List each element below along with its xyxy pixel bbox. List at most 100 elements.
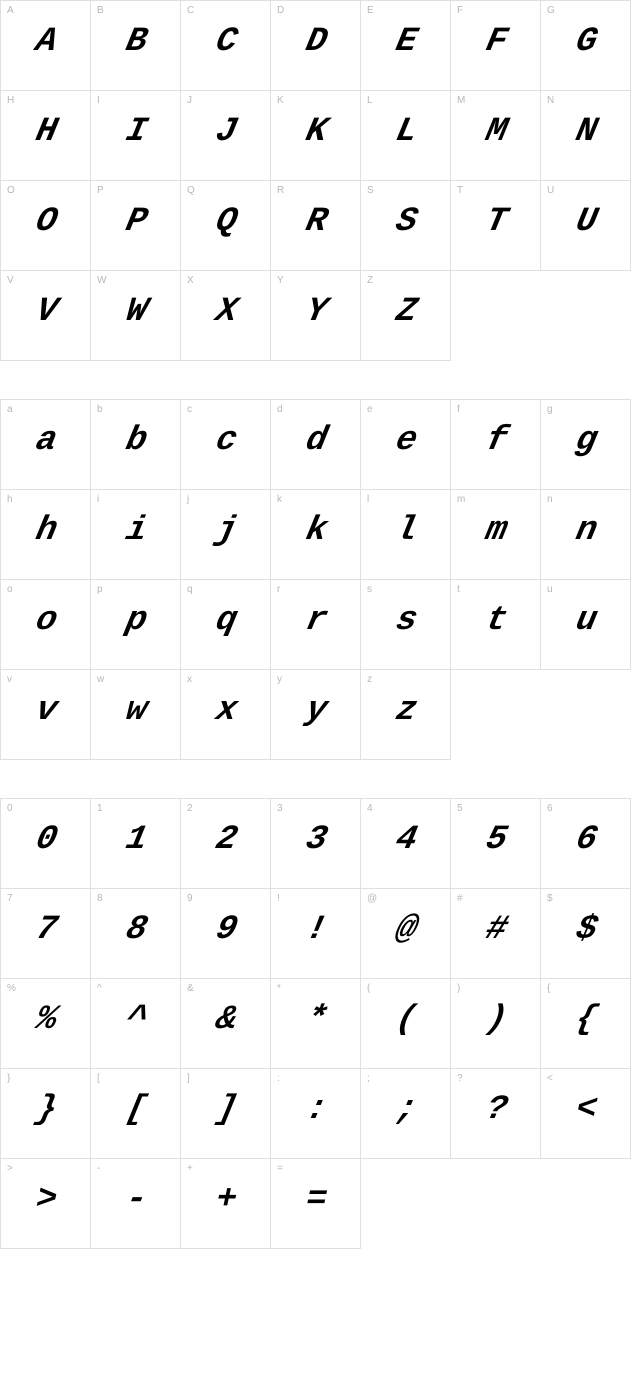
glyph-cell: TT — [451, 181, 541, 271]
glyph-key-label: : — [277, 1073, 280, 1084]
glyph-cell: uu — [541, 580, 631, 670]
glyph-grid: aabbccddeeffgghhiijjkkllmmnnooppqqrrsstt… — [0, 399, 631, 760]
glyph-grid: 00112233445566778899!!@@##$$%%^^&&**(())… — [0, 798, 631, 1249]
glyph-key-label: e — [367, 404, 373, 415]
glyph-specimen: G — [572, 23, 599, 61]
glyph-cell: xx — [181, 670, 271, 760]
glyph-key-label: p — [97, 584, 103, 595]
glyph-key-label: A — [7, 5, 14, 16]
glyph-key-label: J — [187, 95, 192, 106]
glyph-cell: 00 — [1, 799, 91, 889]
glyph-specimen: x — [212, 692, 239, 730]
glyph-specimen: % — [32, 1001, 59, 1039]
glyph-key-label: I — [97, 95, 100, 106]
glyph-specimen: 8 — [122, 911, 149, 949]
glyph-key-label: ^ — [97, 983, 102, 994]
glyph-specimen: & — [212, 1001, 239, 1039]
glyph-key-label: F — [457, 5, 463, 16]
chart-section-numbers-symbols: 00112233445566778899!!@@##$$%%^^&&**(())… — [0, 798, 640, 1249]
glyph-specimen: + — [212, 1181, 239, 1219]
glyph-key-label: ! — [277, 893, 280, 904]
glyph-specimen: e — [392, 422, 419, 460]
glyph-key-label: 0 — [7, 803, 13, 814]
glyph-specimen: V — [32, 293, 59, 331]
glyph-cell: YY — [271, 271, 361, 361]
glyph-specimen: Z — [392, 293, 419, 331]
glyph-cell: 11 — [91, 799, 181, 889]
glyph-cell: && — [181, 979, 271, 1069]
glyph-specimen: 5 — [482, 821, 509, 859]
glyph-key-label: < — [547, 1073, 553, 1084]
glyph-specimen: l — [392, 512, 419, 550]
glyph-specimen: Q — [212, 203, 239, 241]
glyph-specimen: m — [482, 512, 509, 550]
glyph-key-label: } — [7, 1073, 10, 1084]
glyph-cell: ^^ — [91, 979, 181, 1069]
glyph-cell: AA — [1, 1, 91, 91]
glyph-key-label: B — [97, 5, 104, 16]
glyph-key-label: w — [97, 674, 104, 685]
glyph-specimen: Y — [302, 293, 329, 331]
glyph-specimen: $ — [572, 911, 599, 949]
glyph-cell: << — [541, 1069, 631, 1159]
glyph-cell: 77 — [1, 889, 91, 979]
glyph-specimen: * — [302, 1001, 329, 1039]
glyph-cell: jj — [181, 490, 271, 580]
glyph-specimen: g — [572, 422, 599, 460]
glyph-key-label: 9 — [187, 893, 193, 904]
glyph-cell: EE — [361, 1, 451, 91]
glyph-cell: )) — [451, 979, 541, 1069]
glyph-cell: 66 — [541, 799, 631, 889]
glyph-cell: 33 — [271, 799, 361, 889]
glyph-key-label: 2 — [187, 803, 193, 814]
glyph-specimen: v — [32, 692, 59, 730]
glyph-cell: PP — [91, 181, 181, 271]
glyph-cell: VV — [1, 271, 91, 361]
glyph-key-label: P — [97, 185, 104, 196]
glyph-cell: !! — [271, 889, 361, 979]
glyph-cell: HH — [1, 91, 91, 181]
glyph-cell: >> — [1, 1159, 91, 1249]
glyph-specimen: w — [122, 692, 149, 730]
glyph-key-label: q — [187, 584, 193, 595]
glyph-key-label: R — [277, 185, 284, 196]
glyph-specimen: u — [572, 602, 599, 640]
glyph-specimen: ? — [482, 1091, 509, 1129]
glyph-cell: ff — [451, 400, 541, 490]
glyph-key-label: - — [97, 1163, 100, 1174]
glyph-cell: rr — [271, 580, 361, 670]
glyph-specimen: O — [32, 203, 59, 241]
glyph-grid: AABBCCDDEEFFGGHHIIJJKKLLMMNNOOPPQQRRSSTT… — [0, 0, 631, 361]
glyph-key-label: { — [547, 983, 550, 994]
glyph-key-label: Z — [367, 275, 373, 286]
glyph-cell: yy — [271, 670, 361, 760]
glyph-specimen: N — [572, 113, 599, 151]
glyph-cell: 44 — [361, 799, 451, 889]
glyph-cell: 22 — [181, 799, 271, 889]
glyph-specimen: 1 — [122, 821, 149, 859]
glyph-specimen: M — [482, 113, 509, 151]
glyph-key-label: m — [457, 494, 465, 505]
glyph-cell: tt — [451, 580, 541, 670]
glyph-key-label: l — [367, 494, 369, 505]
glyph-specimen: k — [302, 512, 329, 550]
glyph-specimen: s — [392, 602, 419, 640]
glyph-specimen: 6 — [572, 821, 599, 859]
glyph-specimen: T — [482, 203, 509, 241]
glyph-key-label: v — [7, 674, 12, 685]
glyph-specimen: W — [122, 293, 149, 331]
glyph-key-label: H — [7, 95, 14, 106]
glyph-cell: (( — [361, 979, 451, 1069]
glyph-specimen: n — [572, 512, 599, 550]
glyph-cell: FF — [451, 1, 541, 91]
glyph-key-label: E — [367, 5, 374, 16]
glyph-key-label: u — [547, 584, 553, 595]
glyph-specimen: X — [212, 293, 239, 331]
glyph-cell: DD — [271, 1, 361, 91]
glyph-key-label: * — [277, 983, 281, 994]
glyph-key-label: G — [547, 5, 555, 16]
glyph-cell: kk — [271, 490, 361, 580]
glyph-cell: {{ — [541, 979, 631, 1069]
glyph-cell: == — [271, 1159, 361, 1249]
glyph-cell: GG — [541, 1, 631, 91]
